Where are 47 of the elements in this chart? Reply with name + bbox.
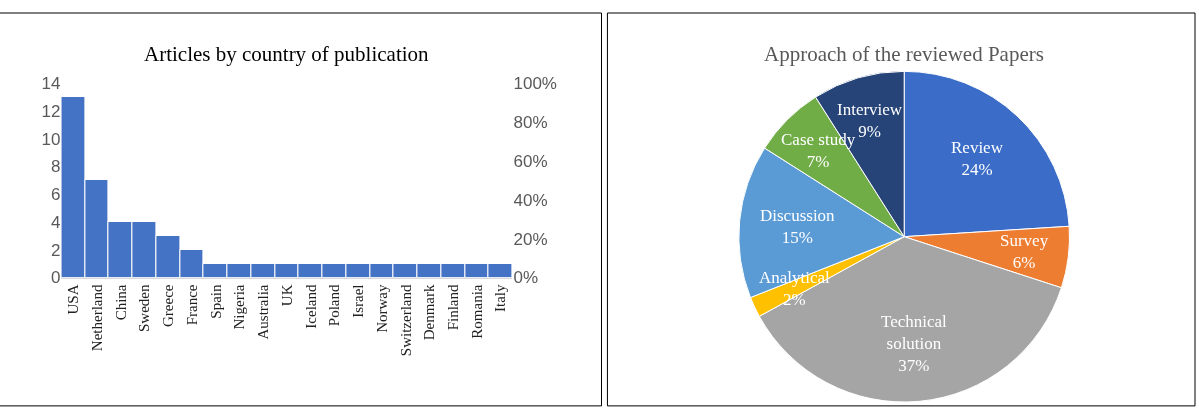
y2-tick-label: 20% — [513, 229, 548, 249]
y-tick-label: 6 — [50, 185, 61, 205]
y-tick-label: 12 — [41, 101, 61, 121]
x-tick-label: China — [112, 284, 129, 321]
x-tick-label: Greece — [160, 284, 177, 327]
y2-tick-label: 40% — [513, 190, 548, 210]
data-label: 37% — [898, 356, 930, 376]
x-tick-label: Poland — [326, 284, 343, 327]
data-label: 24% — [961, 160, 993, 180]
x-tick-label: Israel — [350, 284, 367, 318]
slice-label: Review — [951, 138, 1004, 157]
y2-tick-label: 100% — [513, 73, 557, 93]
y-tick-label: 0 — [50, 268, 61, 288]
data-label: 15% — [781, 228, 813, 248]
slice-label: Discussion — [760, 206, 836, 225]
x-tick-label: Iceland — [302, 284, 319, 329]
x-tick-label: France — [183, 284, 200, 326]
chart-title: Approach of the reviewed Papers — [764, 42, 1044, 66]
slice-label: Interview — [837, 100, 903, 119]
data-label: 7% — [806, 152, 830, 172]
chart-title: Articles by country of publication — [144, 42, 430, 66]
y-tick-label: 4 — [50, 212, 61, 232]
x-tick-label: Switzerland — [397, 284, 414, 357]
x-tick-label: Nigeria — [231, 284, 248, 330]
data-label: 2% — [783, 290, 806, 310]
y2-tick-label: 80% — [513, 112, 548, 132]
y-tick-label: 2 — [50, 240, 61, 260]
y-tick-label: 14 — [41, 73, 61, 93]
x-tick-label: Norway — [373, 284, 390, 333]
y-tick-label: 10 — [41, 129, 61, 149]
y2-tick-label: 60% — [513, 151, 548, 171]
data-label: 6% — [1012, 253, 1036, 273]
x-tick-label: Denmark — [421, 284, 438, 341]
x-tick-label: Sweden — [136, 284, 153, 333]
x-tick-label: Finland — [445, 284, 461, 331]
y-tick-label: 8 — [50, 157, 61, 177]
x-tick-label: UK — [278, 284, 295, 307]
x-tick-label: Spain — [207, 284, 224, 319]
y2-tick-label: 0% — [513, 268, 539, 288]
slice-label: Survey — [1000, 231, 1049, 250]
x-tick-label: Australia — [255, 284, 272, 340]
x-tick-label: Netherland — [88, 284, 105, 352]
slice-label: Technical solution — [881, 312, 948, 354]
x-tick-label: Romania — [468, 284, 485, 339]
x-tick-label: USA — [65, 284, 82, 315]
data-label: 9% — [858, 122, 881, 142]
x-tick-label: Italy — [492, 284, 509, 313]
